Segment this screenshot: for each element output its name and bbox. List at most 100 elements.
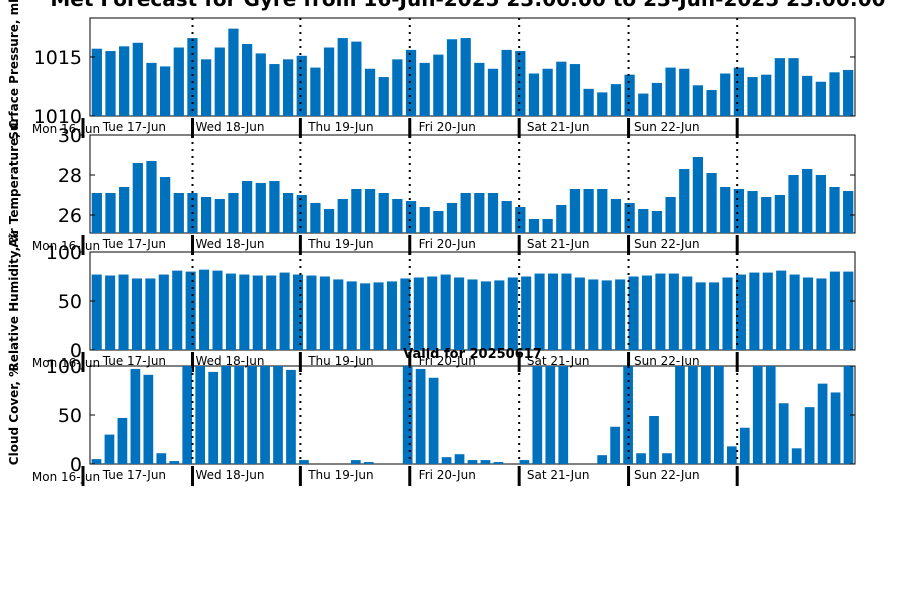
bar: [146, 62, 157, 116]
x-day-label: Sun 22-Jun: [634, 468, 700, 482]
bar: [610, 84, 622, 116]
bar: [761, 74, 772, 116]
y-tick-label: 1015: [34, 47, 82, 69]
bar: [323, 209, 335, 233]
bar: [118, 274, 129, 350]
panel-title: Valid for 20250617: [403, 347, 542, 362]
bar: [507, 277, 518, 350]
bar: [467, 460, 478, 464]
bar: [323, 47, 335, 116]
bar: [569, 189, 581, 233]
bar: [199, 269, 210, 350]
y-tick-label: 100: [46, 242, 82, 264]
bar: [187, 38, 198, 116]
y-tick-label: 0: [70, 454, 82, 476]
bar: [774, 195, 785, 233]
bar: [446, 203, 458, 233]
bar: [682, 276, 693, 350]
bar: [156, 453, 167, 464]
bar: [296, 55, 307, 116]
bar: [501, 49, 512, 116]
bar: [515, 51, 526, 117]
bar: [583, 189, 594, 233]
bar: [519, 460, 530, 464]
bar: [433, 54, 444, 116]
bar: [378, 77, 389, 116]
bar: [419, 62, 430, 116]
x-day-label: Thu 19-Jun: [307, 120, 373, 134]
bar: [665, 197, 676, 233]
x-day-label: Sat 21-Jun: [527, 468, 590, 482]
x-day-label: Sat 21-Jun: [527, 237, 590, 251]
bar: [91, 193, 102, 233]
bar: [212, 270, 223, 350]
x-day-label: Sat 21-Jun: [527, 354, 590, 368]
bar: [692, 157, 704, 233]
bar: [402, 366, 413, 464]
bar: [528, 219, 540, 233]
bar: [460, 38, 471, 116]
bar: [428, 377, 439, 464]
bar: [185, 271, 196, 350]
bar: [628, 276, 639, 350]
bar: [405, 201, 417, 233]
bar: [105, 275, 116, 350]
bar: [688, 366, 698, 464]
bar: [386, 281, 398, 350]
bar: [247, 366, 257, 464]
x-day-label: Tue 17-Jun: [102, 354, 166, 368]
y-axis-label: Surface Pressure, mb: [7, 0, 21, 140]
panel-4: 0 50 100 Cloud Cover, % Valid for 20250617 Mo…: [7, 347, 856, 486]
x-day-label: Fri 20-Jun: [419, 237, 476, 251]
bar: [817, 383, 828, 464]
bar: [776, 270, 787, 350]
bar: [392, 59, 403, 116]
y-axis-label: Air Temperature, C: [7, 120, 21, 248]
bar: [173, 193, 184, 233]
bar: [583, 88, 594, 116]
bar: [733, 189, 745, 233]
bar: [655, 273, 666, 350]
bar: [310, 203, 321, 233]
bar: [296, 195, 307, 233]
bar: [182, 366, 193, 464]
bar: [487, 193, 499, 233]
bar: [228, 28, 239, 117]
bar: [675, 366, 685, 464]
bar: [665, 67, 676, 116]
bar: [762, 272, 773, 350]
bar: [752, 366, 763, 464]
bar: [200, 59, 212, 116]
bar: [350, 460, 361, 464]
bar: [169, 461, 180, 464]
bar: [269, 181, 280, 233]
axes-box: [89, 17, 856, 117]
bar: [214, 199, 225, 233]
y-tick-label: 0: [70, 340, 82, 362]
bar: [789, 274, 800, 350]
bar: [172, 270, 183, 350]
x-day-label: Tue 17-Jun: [102, 120, 166, 134]
bar: [378, 193, 389, 233]
bar: [615, 279, 626, 350]
x-day-label: Wed 18-Jun: [195, 237, 264, 251]
axes-box: [89, 134, 856, 234]
bar: [706, 173, 717, 233]
bar: [547, 273, 559, 350]
bar: [419, 207, 430, 233]
bar: [266, 275, 277, 350]
bar: [255, 53, 266, 116]
bar: [299, 460, 309, 464]
bar: [528, 73, 540, 116]
bar: [597, 189, 608, 233]
x-day-label: Sat 21-Jun: [527, 120, 590, 134]
chart-title: Met Forecast for Gyre from 16-Jun-2025 2…: [50, 0, 885, 11]
bar: [843, 271, 854, 350]
bar: [119, 187, 130, 233]
bar: [282, 193, 294, 233]
bar: [765, 366, 776, 464]
bar: [532, 366, 543, 464]
bar: [534, 273, 545, 350]
bar: [467, 279, 478, 350]
